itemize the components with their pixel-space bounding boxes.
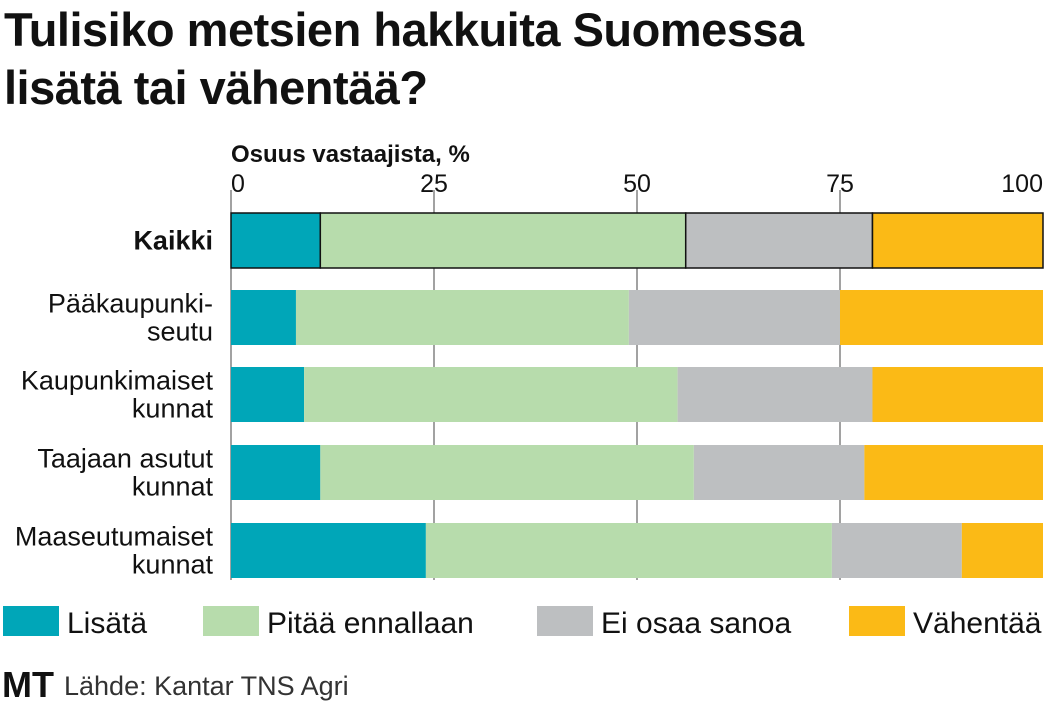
category-label: Taajaan asutut (37, 444, 213, 474)
legend-swatch (849, 606, 905, 636)
chart-title-line-2: lisätä tai vähentää? (4, 61, 428, 114)
x-tick-label: 0 (231, 170, 245, 198)
x-tick-label: 75 (826, 170, 854, 198)
legend-label: Ei osaa sanoa (601, 607, 791, 640)
bar-pit-ennallaan (425, 523, 832, 578)
bar-ei-osaa-sanoa (677, 367, 873, 422)
bar-lis-t- (231, 445, 321, 500)
category-label: kunnat (132, 394, 214, 424)
bar-v-hent- (961, 523, 1043, 578)
legend-swatch (3, 606, 59, 636)
legend-swatch (537, 606, 593, 636)
category-label: Pääkaupunki- (48, 289, 213, 319)
legend-label: Pitää ennallaan (267, 607, 474, 640)
bar-ei-osaa-sanoa (684, 212, 874, 269)
legend-swatch (203, 606, 259, 636)
bar-ei-osaa-sanoa (628, 290, 840, 345)
bar-v-hent- (864, 445, 1043, 500)
x-tick-label: 50 (623, 170, 651, 198)
x-axis-label: Osuus vastaajista, % (231, 141, 470, 168)
bar-lis-t- (230, 212, 322, 269)
legend-label: Lisätä (67, 607, 147, 640)
category-label: kunnat (132, 550, 214, 580)
logo: MT (2, 664, 54, 702)
bar-v-hent- (840, 290, 1043, 345)
category-label: Kaikki (133, 226, 213, 256)
bar-ei-osaa-sanoa (831, 523, 962, 578)
bar-ei-osaa-sanoa (693, 445, 865, 500)
category-label: Kaupunkimaiset (21, 366, 214, 396)
bar-v-hent- (872, 367, 1043, 422)
bar-pit-ennallaan (295, 290, 629, 345)
bar-pit-ennallaan (319, 212, 687, 269)
x-tick-label: 100 (1001, 170, 1043, 198)
source-text: Lähde: Kantar TNS Agri (64, 671, 349, 701)
x-tick-label: 25 (420, 170, 448, 198)
category-label: kunnat (132, 472, 214, 502)
bar-v-hent- (871, 212, 1044, 269)
chart-title-line-1: Tulisiko metsien hakkuita Suomessa (4, 3, 805, 56)
bar-pit-ennallaan (304, 367, 678, 422)
mt-logo: MT (2, 664, 54, 702)
bar-lis-t- (231, 367, 305, 422)
category-label: Maaseutumaiset (15, 522, 214, 552)
bar-lis-t- (231, 523, 426, 578)
category-label: seutu (147, 317, 213, 347)
bar-lis-t- (231, 290, 296, 345)
legend-label: Vähentää (913, 607, 1042, 640)
bar-pit-ennallaan (320, 445, 694, 500)
